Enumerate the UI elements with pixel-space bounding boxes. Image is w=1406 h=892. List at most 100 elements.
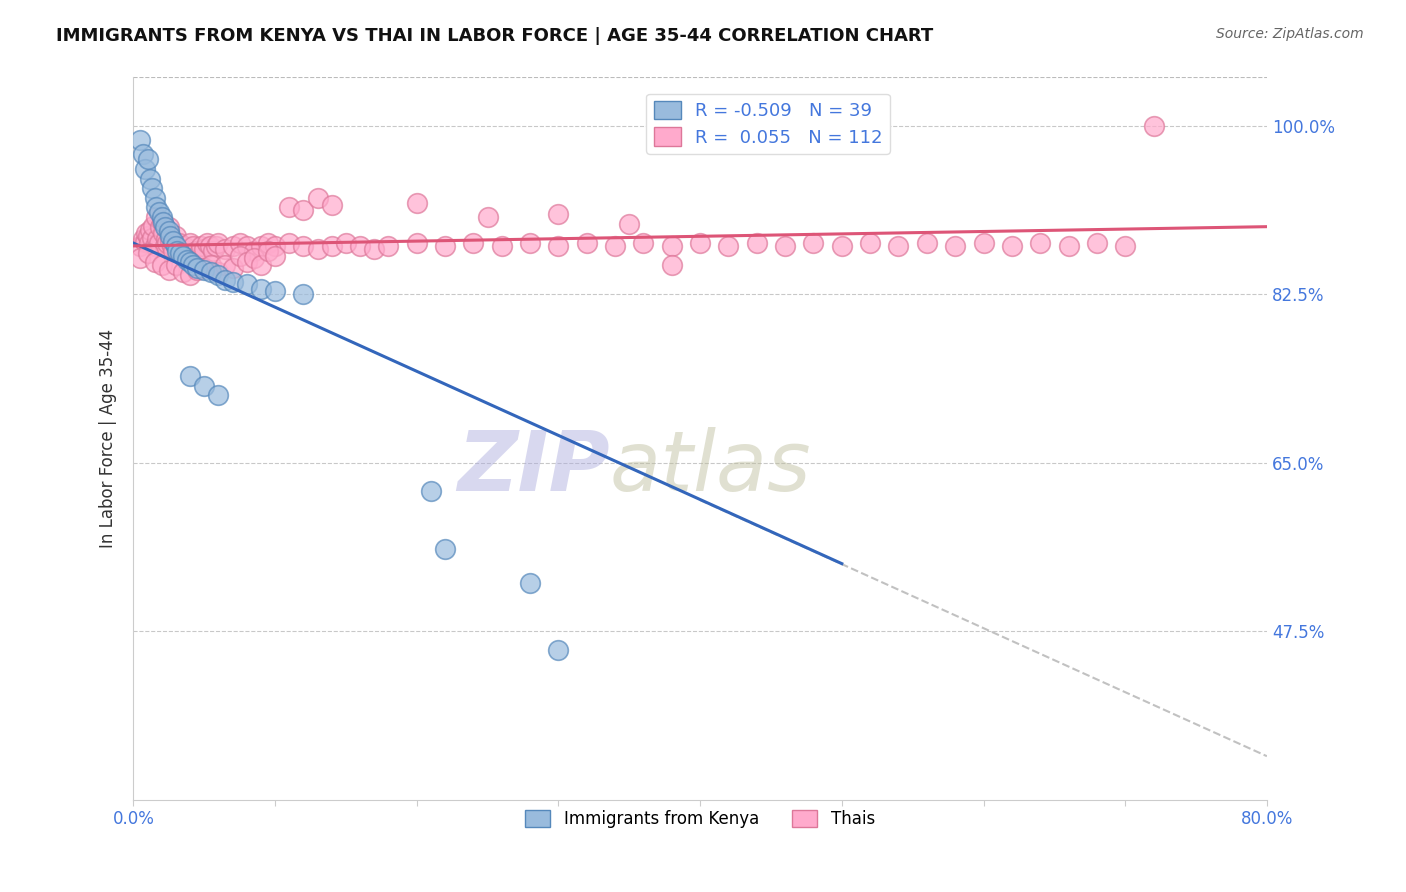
Point xyxy=(619,217,641,231)
Point xyxy=(193,263,215,277)
Point xyxy=(143,255,166,269)
Point xyxy=(859,235,882,250)
Point xyxy=(661,239,683,253)
Point xyxy=(162,244,184,258)
Point xyxy=(148,205,170,219)
Point xyxy=(235,277,257,292)
Y-axis label: In Labor Force | Age 35-44: In Labor Force | Age 35-44 xyxy=(100,329,117,548)
Point xyxy=(264,248,287,262)
Point xyxy=(129,133,152,147)
Point xyxy=(132,147,155,161)
Point xyxy=(176,253,198,268)
Point xyxy=(141,181,163,195)
Point xyxy=(228,248,250,262)
Point xyxy=(292,239,315,253)
Point xyxy=(1085,235,1108,250)
Point xyxy=(321,239,343,253)
Point xyxy=(150,215,173,229)
Point xyxy=(250,239,273,253)
Point xyxy=(405,195,427,210)
Point xyxy=(633,235,655,250)
Legend: Immigrants from Kenya, Thais: Immigrants from Kenya, Thais xyxy=(519,803,882,835)
Point xyxy=(335,235,357,250)
Point xyxy=(228,235,250,250)
Point xyxy=(887,239,910,253)
Point xyxy=(132,232,155,246)
Point xyxy=(363,242,385,256)
Point xyxy=(207,235,229,250)
Point xyxy=(166,244,188,258)
Point xyxy=(519,235,541,250)
Point xyxy=(547,643,569,657)
Point xyxy=(195,235,218,250)
Point xyxy=(193,242,215,256)
Point xyxy=(377,239,399,253)
Point xyxy=(773,239,796,253)
Point xyxy=(179,235,201,250)
Point xyxy=(153,219,176,234)
Point xyxy=(184,244,207,258)
Point xyxy=(176,245,198,260)
Point xyxy=(157,219,180,234)
Point xyxy=(214,272,236,286)
Point xyxy=(157,263,180,277)
Point xyxy=(1114,239,1136,253)
Text: IMMIGRANTS FROM KENYA VS THAI IN LABOR FORCE | AGE 35-44 CORRELATION CHART: IMMIGRANTS FROM KENYA VS THAI IN LABOR F… xyxy=(56,27,934,45)
Point xyxy=(139,222,162,236)
Point xyxy=(148,235,170,250)
Point xyxy=(143,191,166,205)
Point xyxy=(165,258,187,272)
Point xyxy=(170,242,193,256)
Point xyxy=(207,265,229,279)
Point xyxy=(242,252,264,266)
Point xyxy=(264,239,287,253)
Point xyxy=(150,258,173,272)
Point xyxy=(165,239,187,253)
Point xyxy=(221,239,243,253)
Text: ZIP: ZIP xyxy=(457,427,609,508)
Point xyxy=(207,388,229,402)
Text: Source: ZipAtlas.com: Source: ZipAtlas.com xyxy=(1216,27,1364,41)
Point xyxy=(1057,239,1080,253)
Point xyxy=(915,235,938,250)
Point xyxy=(136,153,159,167)
Point xyxy=(155,232,177,246)
Point xyxy=(717,239,740,253)
Point xyxy=(307,242,329,256)
Point xyxy=(162,234,184,248)
Point xyxy=(135,227,157,241)
Point xyxy=(139,171,162,186)
Point xyxy=(307,191,329,205)
Point xyxy=(200,258,222,272)
Point xyxy=(149,219,172,234)
Point xyxy=(187,245,209,260)
Point xyxy=(186,261,208,276)
Point xyxy=(831,239,853,253)
Point xyxy=(204,239,226,253)
Point xyxy=(207,268,229,282)
Point xyxy=(242,244,264,258)
Point xyxy=(141,231,163,245)
Point xyxy=(943,239,966,253)
Point xyxy=(292,287,315,301)
Point xyxy=(250,258,273,272)
Point xyxy=(134,161,156,176)
Point xyxy=(463,235,485,250)
Point xyxy=(157,225,180,239)
Point xyxy=(547,207,569,221)
Point xyxy=(419,484,441,499)
Point xyxy=(172,248,194,262)
Point xyxy=(152,215,174,229)
Point xyxy=(257,235,280,250)
Point xyxy=(145,210,167,224)
Point xyxy=(173,239,195,253)
Point xyxy=(1001,239,1024,253)
Point xyxy=(491,239,513,253)
Point xyxy=(145,201,167,215)
Point xyxy=(165,229,187,244)
Point xyxy=(575,235,598,250)
Point xyxy=(181,258,204,272)
Point xyxy=(136,245,159,260)
Point xyxy=(186,263,208,277)
Point xyxy=(434,542,457,557)
